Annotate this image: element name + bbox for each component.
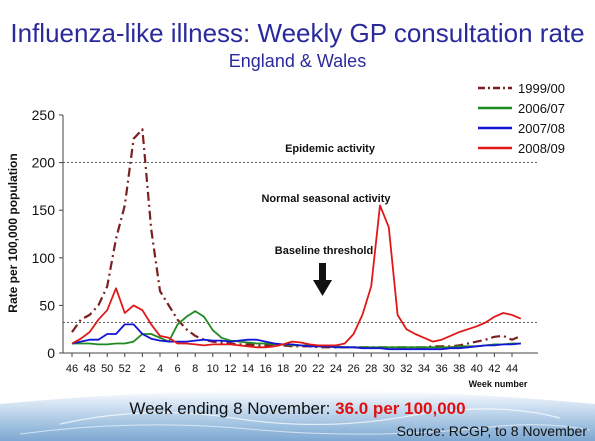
y-tick-label: 100 [32, 250, 56, 266]
series-line-s2008 [71, 204, 522, 349]
legend-label: 2007/08 [518, 121, 565, 136]
x-tick-label: 34 [418, 363, 430, 375]
week-ending-banner: Week ending 8 November: 36.0 per 100,000 [0, 399, 595, 419]
series-layer [71, 128, 522, 351]
x-tick-label: 10 [207, 363, 219, 375]
y-axis-label: Rate per 100,000 population [6, 153, 20, 312]
x-tick-label: 6 [175, 363, 181, 375]
chart-legend: 1999/00 2006/07 2007/08 2008/09 [478, 81, 565, 156]
x-tick-label: 42 [488, 363, 500, 375]
source-note: Source: RCGP, to 8 November [396, 423, 587, 439]
x-tick-label: 22 [312, 363, 324, 375]
page-subtitle: England & Wales [228, 51, 367, 71]
x-tick-label: 32 [400, 363, 412, 375]
x-tick-label: 12 [224, 363, 236, 375]
week-ending-rate: 36.0 per 100,000 [335, 399, 466, 418]
y-tick-label: 200 [32, 155, 56, 171]
x-tick-label: 26 [347, 363, 359, 375]
x-tick-label: 46 [66, 363, 78, 375]
y-tick-label: 150 [32, 202, 56, 218]
legend-label: 2008/09 [518, 141, 565, 156]
x-tick-label: 20 [295, 363, 307, 375]
x-tick-label: 50 [101, 363, 113, 375]
y-tick-label: 250 [32, 107, 56, 123]
legend-label: 1999/00 [518, 81, 565, 96]
x-tick-label: 16 [259, 363, 271, 375]
x-tick-label: 28 [365, 363, 377, 375]
footer-globe-banner [0, 390, 595, 441]
x-tick-label: 44 [506, 363, 518, 375]
x-tick-label: 52 [119, 363, 131, 375]
x-tick-label: 4 [157, 363, 163, 375]
y-tick-label: 0 [47, 345, 55, 361]
week-ending-label: Week ending 8 November: [129, 399, 331, 418]
y-tick-label: 50 [39, 297, 55, 313]
x-axis-label: Week number [469, 379, 528, 389]
x-tick-label: 14 [242, 363, 254, 375]
x-tick-label: 24 [330, 363, 342, 375]
y-ticks: 0 50 100 150 200 250 [32, 107, 63, 361]
x-ticks: 46 48 50 52 2 4 6 8 10 12 14 16 18 20 22 24 26 28 30 32 34 36… [66, 353, 518, 375]
series-line-s1999 [71, 128, 522, 349]
down-arrow-icon [313, 263, 332, 296]
x-tick-label: 30 [383, 363, 395, 375]
annotation-baseline-threshold: Baseline threshold [275, 245, 373, 257]
x-tick-label: 18 [277, 363, 289, 375]
page-title: Influenza-like illness: Weekly GP consul… [10, 18, 585, 48]
annotation-normal-seasonal-activity: Normal seasonal activity [261, 193, 391, 205]
x-tick-label: 40 [471, 363, 483, 375]
annotation-epidemic-activity: Epidemic activity [285, 143, 376, 155]
x-tick-label: 36 [435, 363, 447, 375]
x-tick-label: 8 [192, 363, 198, 375]
legend-label: 2006/07 [518, 101, 565, 116]
x-tick-label: 38 [453, 363, 465, 375]
x-tick-label: 2 [139, 363, 145, 375]
x-tick-label: 48 [83, 363, 95, 375]
series-line-s2007 [71, 323, 521, 351]
